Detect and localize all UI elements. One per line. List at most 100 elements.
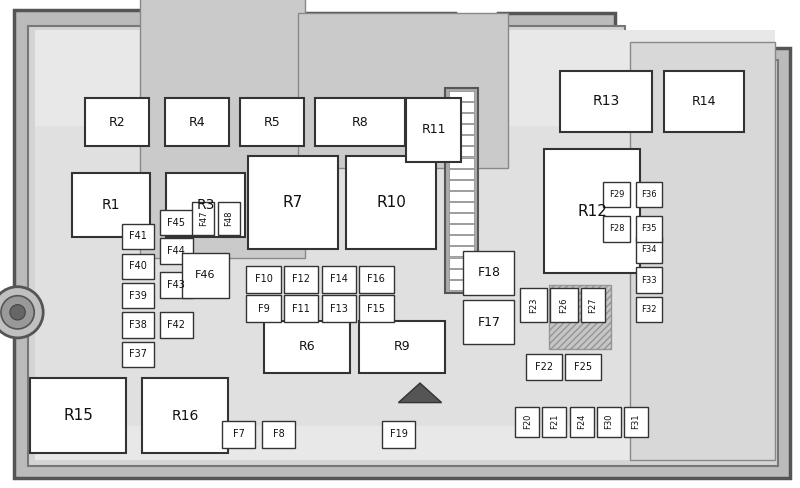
Text: F19: F19 (390, 429, 408, 439)
Bar (449, 102, 474, 112)
Bar (624, 407, 648, 437)
Bar (122, 312, 154, 338)
Text: F11: F11 (292, 304, 310, 314)
Text: F35: F35 (642, 224, 657, 233)
Bar (449, 224, 474, 234)
Text: F47: F47 (198, 211, 208, 226)
Bar (449, 269, 474, 279)
Bar (449, 202, 474, 212)
Text: F13: F13 (330, 304, 348, 314)
Bar (122, 283, 154, 308)
Text: F9: F9 (258, 304, 270, 314)
Text: R16: R16 (171, 408, 199, 423)
Bar (192, 202, 214, 235)
Text: F41: F41 (129, 231, 147, 241)
Bar (449, 280, 474, 290)
Bar (449, 246, 474, 257)
Text: F29: F29 (609, 190, 624, 199)
Bar (449, 135, 474, 145)
Bar (222, 421, 255, 448)
Text: F28: F28 (609, 224, 624, 233)
Bar (35, 30, 775, 460)
Text: F43: F43 (167, 280, 186, 290)
Bar (218, 202, 240, 235)
Bar (382, 421, 415, 448)
Text: R3: R3 (197, 198, 214, 212)
Bar (166, 173, 245, 237)
Bar (165, 98, 229, 146)
Text: F26: F26 (559, 297, 569, 313)
Text: F24: F24 (577, 414, 586, 429)
Bar (248, 156, 338, 249)
Text: F42: F42 (167, 320, 186, 330)
Text: F37: F37 (129, 349, 147, 359)
Bar (570, 407, 594, 437)
Text: F15: F15 (367, 304, 386, 314)
Bar (72, 173, 150, 237)
Bar (636, 297, 662, 322)
Bar (560, 71, 652, 132)
Text: F40: F40 (129, 262, 147, 271)
Bar (630, 42, 775, 460)
Text: R15: R15 (63, 408, 94, 423)
Bar (603, 182, 630, 207)
Text: F8: F8 (273, 429, 285, 439)
Polygon shape (398, 383, 442, 403)
Text: F30: F30 (604, 414, 614, 429)
Bar (463, 300, 514, 344)
Bar (550, 288, 578, 322)
Bar (322, 295, 356, 322)
Bar (406, 98, 461, 162)
Text: F33: F33 (642, 276, 657, 285)
Polygon shape (14, 10, 790, 478)
Bar (544, 149, 640, 273)
Bar (549, 285, 611, 349)
Bar (35, 126, 635, 426)
Bar (664, 71, 744, 132)
Bar (449, 191, 474, 201)
Text: R4: R4 (189, 116, 205, 128)
Text: F32: F32 (642, 305, 657, 314)
Text: F48: F48 (224, 211, 234, 226)
Text: R10: R10 (376, 195, 406, 210)
Bar (359, 321, 445, 373)
Bar (520, 288, 547, 322)
Bar (526, 354, 562, 380)
Text: R7: R7 (282, 195, 303, 210)
Text: F21: F21 (550, 414, 559, 429)
Bar (636, 237, 662, 263)
Text: F22: F22 (535, 362, 554, 372)
Bar (160, 238, 193, 264)
Bar (597, 407, 621, 437)
Text: R11: R11 (422, 123, 446, 136)
Bar (449, 213, 474, 223)
Text: F10: F10 (254, 274, 273, 285)
Text: R1: R1 (102, 198, 121, 212)
Text: F20: F20 (522, 414, 532, 429)
Text: F31: F31 (631, 414, 641, 429)
Text: R12: R12 (577, 203, 607, 219)
Text: R9: R9 (394, 341, 410, 353)
Text: F18: F18 (478, 266, 500, 279)
Bar (315, 98, 405, 146)
Bar (284, 266, 318, 293)
Bar (359, 266, 394, 293)
Bar (542, 407, 566, 437)
Text: F39: F39 (129, 291, 147, 301)
Text: R5: R5 (264, 116, 280, 128)
Bar (160, 272, 193, 298)
Bar (142, 378, 228, 453)
Text: F16: F16 (367, 274, 386, 285)
Bar (449, 113, 474, 123)
Text: F38: F38 (129, 320, 147, 330)
Bar (515, 407, 539, 437)
Bar (636, 182, 662, 207)
Text: F27: F27 (588, 297, 598, 313)
Bar (160, 312, 193, 338)
Bar (284, 295, 318, 322)
Bar (445, 88, 478, 293)
Bar (240, 98, 304, 146)
Bar (449, 124, 474, 134)
Bar (565, 354, 601, 380)
Bar (449, 158, 474, 167)
